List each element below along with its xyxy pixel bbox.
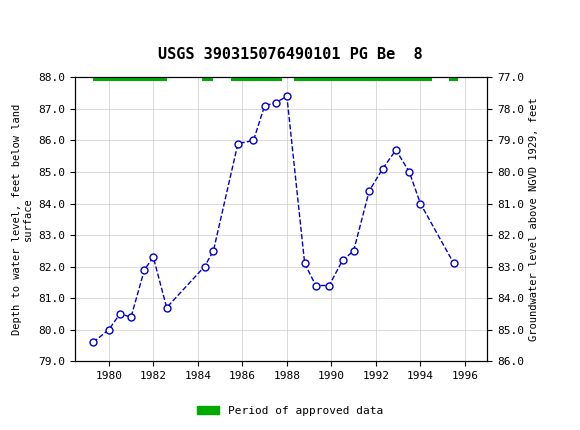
Bar: [293, 74, 432, 81]
Y-axis label: Depth to water level, feet below land
surface: Depth to water level, feet below land su…: [12, 104, 33, 335]
Y-axis label: Groundwater level above NGVD 1929, feet: Groundwater level above NGVD 1929, feet: [530, 98, 539, 341]
Bar: [202, 74, 213, 81]
Bar: [231, 74, 282, 81]
Text: USGS 390315076490101 PG Be  8: USGS 390315076490101 PG Be 8: [158, 47, 422, 62]
Bar: [93, 74, 166, 81]
Text: ≡USGS: ≡USGS: [17, 16, 76, 35]
Legend: Period of approved data: Period of approved data: [193, 401, 387, 420]
Bar: [450, 74, 458, 81]
